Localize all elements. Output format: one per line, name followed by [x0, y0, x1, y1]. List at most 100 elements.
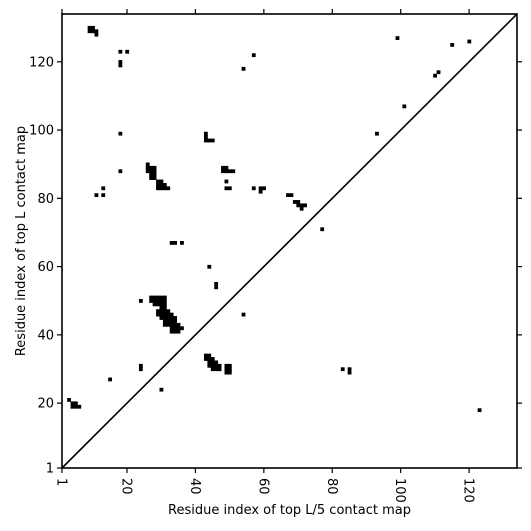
contact-cell — [94, 32, 99, 37]
contact-cell — [207, 264, 212, 269]
contact-cell — [169, 322, 174, 327]
contact-cells — [67, 25, 482, 413]
contact-cell — [450, 43, 455, 47]
contact-cell — [159, 299, 164, 303]
contact-cell — [251, 53, 256, 58]
contact-cell — [214, 281, 219, 286]
contact-cell — [299, 203, 304, 208]
contact-cell — [224, 179, 229, 184]
contact-cell — [67, 398, 71, 402]
contact-cell — [173, 319, 177, 324]
contact-cell — [118, 63, 123, 68]
contact-cell — [180, 326, 184, 331]
plot-frame — [61, 13, 518, 469]
contact-cell — [118, 60, 123, 64]
contact-cell — [203, 138, 208, 143]
contact-cell — [402, 104, 407, 109]
contact-cell — [340, 367, 345, 372]
contact-cell — [138, 299, 143, 303]
contact-cell — [87, 25, 92, 30]
contact-cell — [210, 357, 215, 361]
contact-cell — [173, 322, 177, 327]
contact-cell — [224, 363, 229, 368]
contact-cell — [166, 319, 171, 324]
contact-cell — [70, 404, 75, 409]
contact-cell — [166, 309, 171, 314]
contact-cell — [87, 29, 92, 34]
contact-cell — [152, 176, 157, 180]
contact-cell — [173, 329, 177, 334]
contact-cell — [221, 169, 225, 174]
diagonal-line — [61, 13, 518, 469]
contact-cell — [214, 367, 219, 372]
contact-cell — [203, 353, 208, 358]
contact-cell — [296, 200, 301, 204]
contact-cell — [156, 299, 160, 303]
contact-cell — [217, 367, 222, 372]
contact-cell — [262, 186, 266, 191]
x-tick-label: 120 — [461, 478, 476, 503]
contact-cell — [77, 404, 82, 409]
contact-cell — [227, 367, 232, 372]
contact-cell — [152, 172, 157, 177]
contact-cell — [152, 302, 157, 307]
contact-cell — [162, 309, 167, 314]
contact-cell — [156, 295, 160, 300]
contact-cell — [152, 169, 157, 174]
contact-cell — [145, 162, 150, 167]
contact-cell — [258, 189, 263, 194]
contact-cell — [241, 312, 246, 317]
contact-cell — [375, 131, 379, 136]
contact-cell — [101, 193, 106, 198]
contact-cell — [176, 322, 181, 327]
contact-cell — [169, 316, 174, 320]
contact-cell — [347, 367, 352, 372]
contact-cell — [149, 176, 154, 180]
contact-cell — [231, 169, 236, 174]
contact-cell — [162, 312, 167, 317]
contact-cell — [138, 363, 143, 368]
contact-cell — [169, 326, 174, 331]
contact-cell — [214, 360, 219, 365]
contact-cell — [156, 309, 160, 314]
contact-cell — [303, 203, 307, 208]
y-tick-label: 100 — [29, 124, 54, 139]
contact-cell — [169, 241, 174, 245]
contact-cell — [156, 186, 160, 191]
contact-cell — [145, 169, 150, 174]
contact-cell — [149, 169, 154, 174]
contact-cell — [162, 186, 167, 191]
contact-cell — [169, 319, 174, 324]
contact-cell — [210, 367, 215, 372]
contact-cell — [207, 363, 212, 368]
contact-cell — [227, 169, 232, 174]
contact-cell — [207, 357, 212, 361]
contact-cell — [241, 66, 246, 71]
contact-cell — [159, 186, 164, 191]
contact-cell — [94, 193, 99, 198]
contact-cell — [159, 309, 164, 314]
contact-cell — [224, 165, 229, 170]
y-tick-label: 80 — [37, 192, 54, 207]
contact-cell — [118, 169, 123, 174]
contact-cell — [152, 295, 157, 300]
contact-cell — [203, 131, 208, 136]
contact-cell — [166, 322, 171, 327]
contact-cell — [138, 367, 143, 372]
contact-cell — [162, 295, 167, 300]
contact-cell — [169, 329, 174, 334]
contact-cell — [156, 182, 160, 187]
contact-cell — [207, 353, 212, 358]
contact-cell — [162, 319, 167, 324]
contact-cell — [286, 193, 290, 198]
y-tick-label: 120 — [29, 55, 54, 70]
contact-cell — [227, 363, 232, 368]
contact-cell — [162, 316, 167, 320]
contact-cell — [224, 367, 229, 372]
contact-cell — [176, 329, 181, 334]
contact-cell — [166, 312, 171, 317]
contact-cell — [210, 363, 215, 368]
contact-cell — [207, 360, 212, 365]
contact-cell — [152, 165, 157, 170]
